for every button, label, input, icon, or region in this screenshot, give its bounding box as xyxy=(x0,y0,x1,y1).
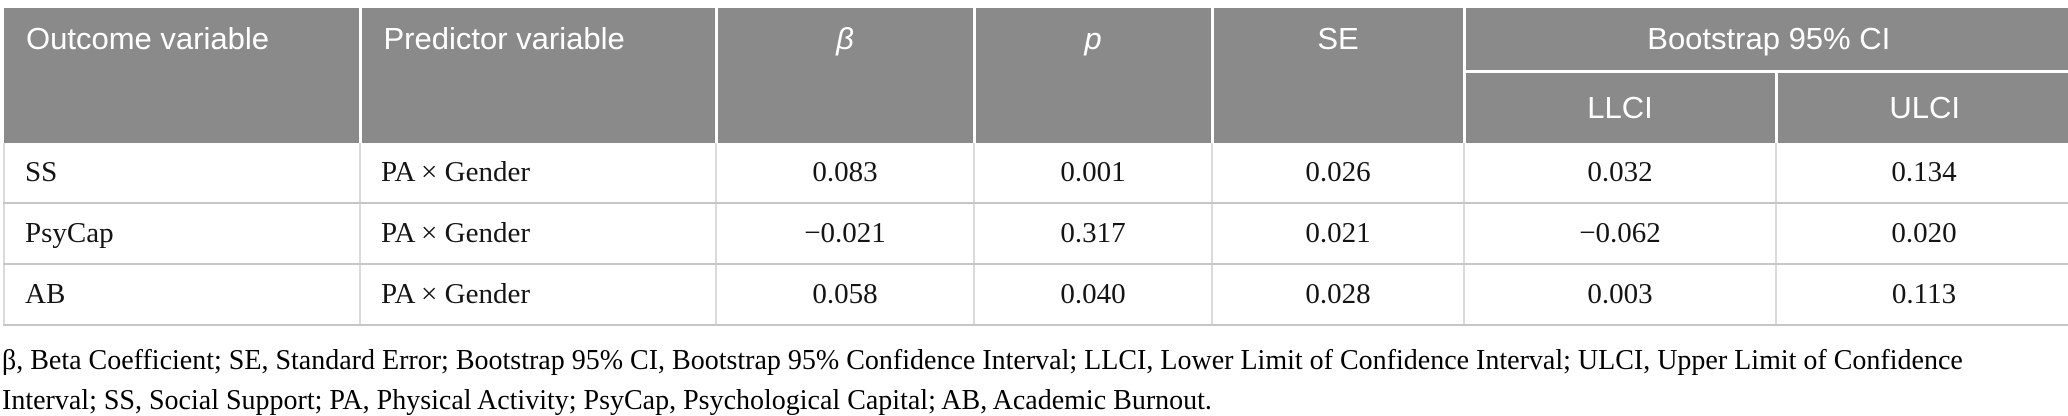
cell-beta: 0.058 xyxy=(715,264,975,326)
cell-outcome: PsyCap xyxy=(3,203,361,265)
cell-ulci: 0.134 xyxy=(1775,143,2068,204)
table-footnote: β, Beta Coefficient; SE, Standard Error;… xyxy=(2,345,1963,416)
cell-ulci: 0.020 xyxy=(1775,203,2068,265)
col-header-outcome-variable: Outcome variable xyxy=(4,8,360,143)
table-row-psycap: PsyCap PA × Gender −0.021 0.317 0.021 −0… xyxy=(3,203,2068,265)
cell-predictor: PA × Gender xyxy=(359,203,717,265)
cell-llci: −0.062 xyxy=(1463,203,1777,265)
col-header-ulci: ULCI xyxy=(1774,71,2068,143)
cell-se: 0.021 xyxy=(1211,203,1465,265)
col-header-p: p xyxy=(972,8,1212,143)
col-header-predictor-variable: Predictor variable xyxy=(358,8,716,143)
header-row-sub: LLCI ULCI xyxy=(4,71,2068,143)
col-header-se: SE xyxy=(1210,8,1464,143)
table-row-ss: SS PA × Gender 0.083 0.001 0.026 0.032 0… xyxy=(3,143,2068,204)
cell-p: 0.040 xyxy=(973,264,1213,326)
cell-predictor: PA × Gender xyxy=(359,143,717,204)
col-header-beta: β xyxy=(714,8,974,143)
cell-outcome: AB xyxy=(3,264,361,326)
cell-llci: 0.003 xyxy=(1463,264,1777,326)
cell-beta: −0.021 xyxy=(715,203,975,265)
cell-predictor: PA × Gender xyxy=(359,264,717,326)
cell-se: 0.026 xyxy=(1211,143,1465,204)
header-row-main: Outcome variable Predictor variable β p … xyxy=(4,8,2068,143)
cell-p: 0.001 xyxy=(973,143,1213,204)
col-header-llci: LLCI xyxy=(1462,71,1776,143)
table-header: Outcome variable Predictor variable β p … xyxy=(4,8,2068,143)
cell-llci: 0.032 xyxy=(1463,143,1777,204)
moderation-results-table: Outcome variable Predictor variable β p … xyxy=(3,8,2068,326)
cell-ulci: 0.113 xyxy=(1775,264,2068,326)
col-header-bootstrap-ci: Bootstrap 95% CI xyxy=(1462,8,2068,73)
cell-outcome: SS xyxy=(3,143,361,204)
cell-se: 0.028 xyxy=(1211,264,1465,326)
table-row-ab: AB PA × Gender 0.058 0.040 0.028 0.003 0… xyxy=(3,264,2068,326)
table-body: SS PA × Gender 0.083 0.001 0.026 0.032 0… xyxy=(3,143,2068,326)
cell-p: 0.317 xyxy=(973,203,1213,265)
cell-beta: 0.083 xyxy=(715,143,975,204)
